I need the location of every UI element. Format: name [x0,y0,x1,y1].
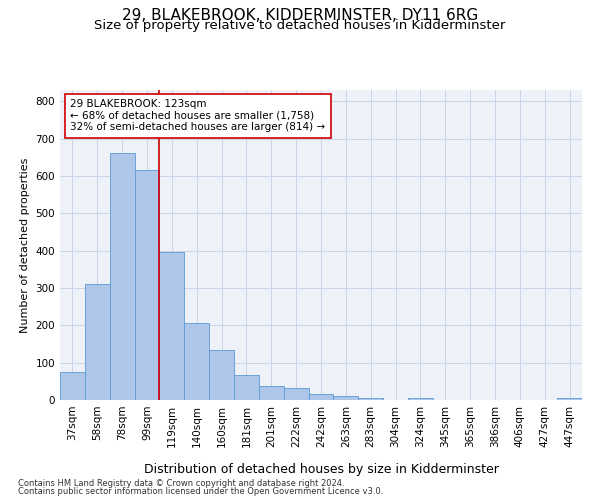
Bar [184,324,209,400]
Text: Contains public sector information licensed under the Open Government Licence v3: Contains public sector information licen… [18,488,383,496]
Bar [308,394,334,400]
Bar [408,398,433,400]
Text: 29 BLAKEBROOK: 123sqm
← 68% of detached houses are smaller (1,758)
32% of semi-d: 29 BLAKEBROOK: 123sqm ← 68% of detached … [70,100,326,132]
Bar [259,386,284,400]
Bar [358,398,383,400]
Y-axis label: Number of detached properties: Number of detached properties [20,158,30,332]
Text: Contains HM Land Registry data © Crown copyright and database right 2024.: Contains HM Land Registry data © Crown c… [18,479,344,488]
Bar [60,372,85,400]
Bar [209,350,234,400]
Bar [134,170,160,400]
Bar [284,388,308,400]
Bar [557,398,582,400]
Text: Size of property relative to detached houses in Kidderminster: Size of property relative to detached ho… [94,19,506,32]
Text: 29, BLAKEBROOK, KIDDERMINSTER, DY11 6RG: 29, BLAKEBROOK, KIDDERMINSTER, DY11 6RG [122,8,478,22]
Bar [110,154,134,400]
Bar [334,396,358,400]
Bar [234,375,259,400]
Text: Distribution of detached houses by size in Kidderminster: Distribution of detached houses by size … [143,462,499,475]
Bar [85,284,110,400]
Bar [160,252,184,400]
